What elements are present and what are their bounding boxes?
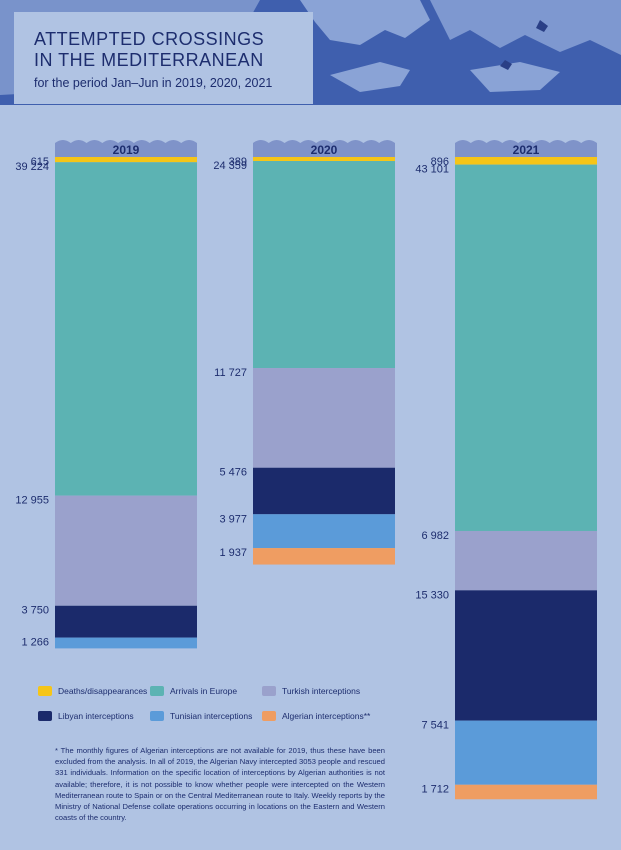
- value-label-tunisian-2021: 7 541: [421, 720, 449, 732]
- legend-label-deaths: Deaths/disappearances: [58, 686, 148, 696]
- value-label-libyan-2021: 15 330: [415, 589, 449, 601]
- year-label-2019: 2019: [113, 143, 140, 157]
- bar-segment-deaths-2020: [253, 157, 395, 161]
- value-label-algerian-2021: 1 712: [421, 784, 449, 796]
- value-label-turkish-2019: 12 955: [15, 495, 49, 507]
- bar-segment-deaths-2021: [455, 157, 597, 165]
- year-header-2020: [253, 140, 395, 157]
- bar-segment-deaths-2019: [55, 157, 197, 163]
- year-header-2019: [55, 140, 197, 157]
- bar-segment-arrivals-2021: [455, 164, 597, 531]
- legend-label-algerian: Algerian interceptions**: [282, 711, 371, 721]
- value-label-turkish-2020: 11 727: [214, 367, 247, 379]
- legend-label-tunisian: Tunisian interceptions: [170, 711, 253, 721]
- bar-segment-tunisian-2020: [253, 514, 395, 549]
- bar-segment-arrivals-2020: [253, 161, 395, 369]
- value-label-deaths-2021: 896: [431, 156, 449, 168]
- legend-swatch-arrivals: [150, 686, 164, 696]
- year-header-2021: [455, 140, 597, 157]
- bar-segment-turkish-2019: [55, 495, 197, 606]
- chart-subtitle: for the period Jan–Jun in 2019, 2020, 20…: [34, 76, 273, 90]
- footnote: * The monthly figures of Algerian interc…: [55, 746, 385, 823]
- legend-label-turkish: Turkish interceptions: [282, 686, 361, 696]
- legend-swatch-turkish: [262, 686, 276, 696]
- bar-segment-tunisian-2019: [55, 637, 197, 649]
- bar-segment-algerian-2021: [455, 784, 597, 800]
- legend-label-arrivals: Arrivals in Europe: [170, 686, 238, 696]
- legend-swatch-deaths: [38, 686, 52, 696]
- year-label-2021: 2021: [513, 143, 540, 157]
- legend-swatch-tunisian: [150, 711, 164, 721]
- chart-title-line2: IN THE MEDITERRANEAN: [34, 50, 264, 70]
- legend-label-libyan: Libyan interceptions: [58, 711, 134, 721]
- value-label-algerian-2020: 1 937: [219, 547, 247, 559]
- value-label-turkish-2021: 6 982: [421, 530, 449, 542]
- value-label-libyan-2020: 5 476: [219, 467, 247, 479]
- bar-segment-turkish-2020: [253, 368, 395, 468]
- value-label-deaths-2019: 615: [31, 156, 49, 168]
- value-label-tunisian-2019: 1 266: [21, 637, 49, 649]
- year-label-2020: 2020: [311, 143, 338, 157]
- value-label-tunisian-2020: 3 977: [219, 513, 247, 525]
- bar-segment-tunisian-2021: [455, 720, 597, 785]
- chart-title-line1: ATTEMPTED CROSSINGS: [34, 29, 265, 49]
- bar-segment-libyan-2019: [55, 605, 197, 638]
- value-label-arrivals-2019: 39 224: [15, 161, 49, 173]
- bar-segment-turkish-2021: [455, 530, 597, 591]
- legend-swatch-libyan: [38, 711, 52, 721]
- value-label-arrivals-2021: 43 101: [415, 164, 449, 176]
- title-box: ATTEMPTED CROSSINGS IN THE MEDITERRANEAN…: [14, 12, 313, 104]
- bar-segment-libyan-2020: [253, 467, 395, 515]
- bar-segment-arrivals-2019: [55, 162, 197, 496]
- legend-swatch-algerian: [262, 711, 276, 721]
- value-label-libyan-2019: 3 750: [21, 605, 49, 617]
- value-label-arrivals-2020: 24 359: [213, 160, 247, 172]
- value-label-deaths-2020: 389: [229, 156, 247, 168]
- bar-segment-libyan-2021: [455, 590, 597, 721]
- bar-segment-algerian-2020: [253, 548, 395, 565]
